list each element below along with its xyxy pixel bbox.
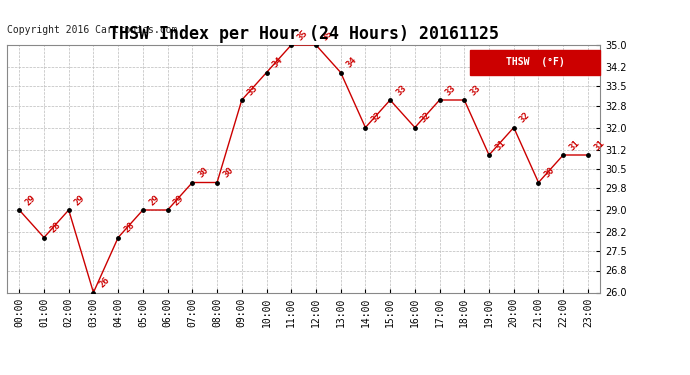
Text: 28: 28 xyxy=(122,221,137,235)
Text: 32: 32 xyxy=(419,111,433,125)
Text: 29: 29 xyxy=(73,193,87,207)
FancyBboxPatch shape xyxy=(470,50,600,75)
Text: 34: 34 xyxy=(270,56,285,70)
Text: 29: 29 xyxy=(147,193,161,207)
Text: 30: 30 xyxy=(197,166,210,180)
Text: 35: 35 xyxy=(320,28,334,42)
Text: 33: 33 xyxy=(469,83,482,97)
Text: 33: 33 xyxy=(444,83,457,97)
Text: 32: 32 xyxy=(518,111,532,125)
Text: Copyright 2016 Cartronics.com: Copyright 2016 Cartronics.com xyxy=(7,25,177,35)
Text: 30: 30 xyxy=(542,166,557,180)
Text: 33: 33 xyxy=(246,83,260,97)
Text: THSW  (°F): THSW (°F) xyxy=(506,57,564,68)
Text: 29: 29 xyxy=(23,193,37,207)
Text: 28: 28 xyxy=(48,221,62,235)
Text: 35: 35 xyxy=(295,28,309,42)
Text: 29: 29 xyxy=(172,193,186,207)
Text: 31: 31 xyxy=(592,138,606,152)
Text: 32: 32 xyxy=(370,111,384,125)
Text: 33: 33 xyxy=(394,83,408,97)
Text: 34: 34 xyxy=(345,56,359,70)
Text: 31: 31 xyxy=(567,138,582,152)
Text: 26: 26 xyxy=(97,276,112,290)
Text: 30: 30 xyxy=(221,166,235,180)
Title: THSW Index per Hour (24 Hours) 20161125: THSW Index per Hour (24 Hours) 20161125 xyxy=(108,26,499,44)
Text: 31: 31 xyxy=(493,138,507,152)
